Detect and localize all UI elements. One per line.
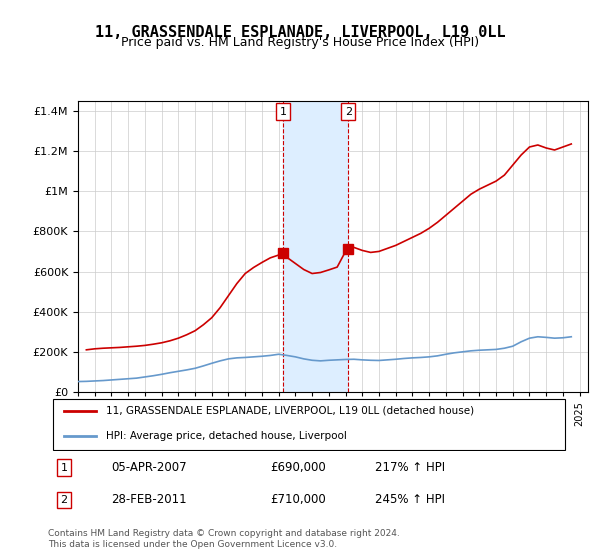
- Text: £710,000: £710,000: [270, 493, 326, 506]
- Text: Contains HM Land Registry data © Crown copyright and database right 2024.
This d: Contains HM Land Registry data © Crown c…: [48, 529, 400, 549]
- Text: 1: 1: [280, 106, 287, 116]
- Text: HPI: Average price, detached house, Liverpool: HPI: Average price, detached house, Live…: [106, 431, 347, 441]
- Text: 2: 2: [60, 495, 67, 505]
- Text: 11, GRASSENDALE ESPLANADE, LIVERPOOL, L19 0LL: 11, GRASSENDALE ESPLANADE, LIVERPOOL, L1…: [95, 25, 505, 40]
- Text: 1: 1: [61, 463, 67, 473]
- FancyBboxPatch shape: [53, 399, 565, 450]
- Text: 2: 2: [344, 106, 352, 116]
- Bar: [283, 101, 348, 392]
- Text: 11, GRASSENDALE ESPLANADE, LIVERPOOL, L19 0LL (detached house): 11, GRASSENDALE ESPLANADE, LIVERPOOL, L1…: [106, 406, 474, 416]
- Text: 05-APR-2007: 05-APR-2007: [112, 461, 187, 474]
- Text: 28-FEB-2011: 28-FEB-2011: [112, 493, 187, 506]
- Text: 245% ↑ HPI: 245% ↑ HPI: [376, 493, 445, 506]
- Text: Price paid vs. HM Land Registry's House Price Index (HPI): Price paid vs. HM Land Registry's House …: [121, 36, 479, 49]
- Text: 217% ↑ HPI: 217% ↑ HPI: [376, 461, 445, 474]
- Text: £690,000: £690,000: [270, 461, 326, 474]
